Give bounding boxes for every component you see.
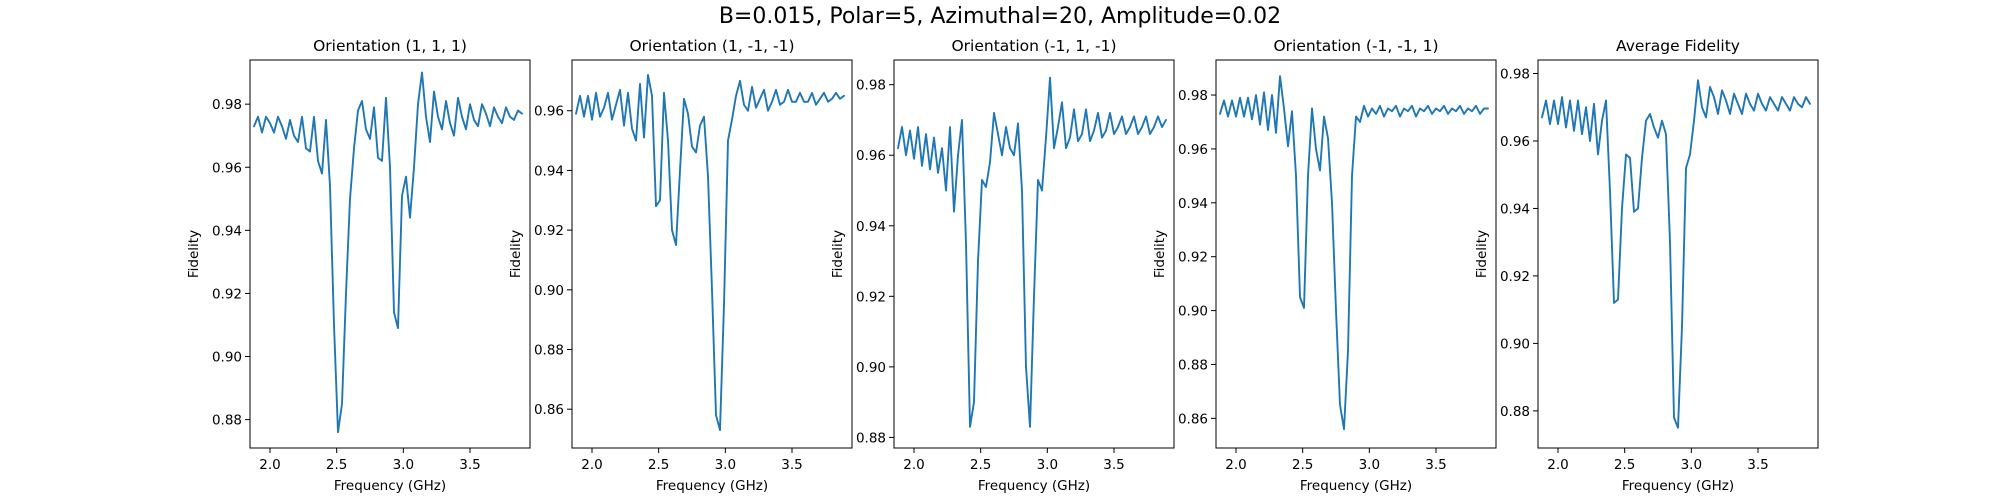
x-axis-label: Frequency (GHz) (1300, 478, 1412, 494)
x-tick-label: 2.5 (326, 457, 347, 473)
y-axis-label: Fidelity (1152, 230, 1168, 278)
y-tick-label: 0.92 (1500, 269, 1530, 285)
x-tick-label: 2.0 (1225, 457, 1246, 473)
subplot-3: 2.0 2.5 3.0 3.5 0.88 0.90 0.92 0.94 0.96 0.98 Orie… (830, 37, 1175, 494)
y-tick-label: 0.94 (1178, 196, 1208, 212)
y-axis-label: Fidelity (508, 230, 524, 278)
series-line (1541, 79, 1811, 429)
x-tick-label: 2.5 (648, 457, 669, 473)
x-tick-label: 2.5 (970, 457, 991, 473)
x-axis-label: Frequency (GHz) (656, 478, 768, 494)
x-tick-label: 2.5 (1292, 457, 1313, 473)
y-tick-label: 0.92 (1178, 250, 1208, 266)
x-tick-label: 3.0 (1037, 457, 1058, 473)
axes-frame (1215, 59, 1497, 449)
y-tick-label: 0.88 (534, 343, 564, 359)
x-tick-label: 3.5 (1425, 457, 1446, 473)
series-line (575, 73, 845, 432)
y-tick-label: 0.86 (534, 402, 564, 418)
x-tick-label: 3.5 (781, 457, 802, 473)
axes-frame (571, 59, 853, 449)
y-tick-label: 0.96 (856, 148, 886, 164)
x-tick-label: 3.0 (1359, 457, 1380, 473)
x-axis-label: Frequency (GHz) (978, 478, 1090, 494)
subplot-title: Orientation (-1, 1, -1) (951, 37, 1116, 55)
y-tick-label: 0.90 (534, 283, 564, 299)
subplot-title: Orientation (1, 1, 1) (313, 37, 467, 55)
subplot-title: Average Fidelity (1616, 37, 1740, 55)
series-line (253, 71, 523, 434)
subplot-title: Orientation (-1, -1, 1) (1273, 37, 1438, 55)
y-axis-label: Fidelity (830, 230, 846, 278)
y-tick-label: 0.86 (1178, 411, 1208, 427)
series-line (897, 76, 1167, 428)
y-tick-label: 0.96 (1500, 134, 1530, 150)
x-tick-label: 3.0 (715, 457, 736, 473)
y-tick-label: 0.96 (212, 160, 242, 176)
x-tick-label: 2.0 (903, 457, 924, 473)
y-tick-label: 0.88 (856, 430, 886, 446)
x-tick-label: 3.5 (1103, 457, 1124, 473)
y-tick-label: 0.98 (1178, 88, 1208, 104)
y-tick-label: 0.92 (856, 289, 886, 305)
axes-frame (249, 59, 531, 449)
figure-suptitle: B=0.015, Polar=5, Azimuthal=20, Amplitud… (718, 4, 1282, 29)
y-tick-label: 0.98 (212, 97, 242, 113)
y-tick-label: 0.90 (1500, 336, 1530, 352)
x-tick-label: 3.5 (459, 457, 480, 473)
y-tick-label: 0.90 (856, 360, 886, 376)
y-tick-label: 0.88 (212, 413, 242, 429)
subplot-title: Orientation (1, -1, -1) (629, 37, 794, 55)
y-tick-label: 0.90 (212, 350, 242, 366)
x-tick-label: 3.5 (1747, 457, 1768, 473)
y-tick-label: 0.90 (1178, 304, 1208, 320)
y-tick-label: 0.88 (1500, 404, 1530, 420)
axes-frame (1537, 59, 1819, 449)
axes-frame (893, 59, 1175, 449)
x-tick-label: 3.0 (1681, 457, 1702, 473)
x-tick-label: 3.0 (393, 457, 414, 473)
y-tick-label: 0.92 (212, 286, 242, 302)
x-tick-label: 2.5 (1614, 457, 1635, 473)
subplot-5: 2.0 2.5 3.0 3.5 0.88 0.90 0.92 0.94 0.96 0.98 Aver… (1474, 37, 1819, 494)
y-tick-label: 0.94 (856, 219, 886, 235)
y-tick-label: 0.96 (1178, 142, 1208, 158)
subplot-2: 2.0 2.5 3.0 3.5 0.86 0.88 0.90 0.92 0.94 0.96 Orie… (508, 37, 853, 494)
y-tick-label: 0.98 (1500, 66, 1530, 82)
y-tick-label: 0.94 (212, 223, 242, 239)
x-tick-label: 2.0 (259, 457, 280, 473)
y-axis-label: Fidelity (1474, 230, 1490, 278)
series-line (1219, 75, 1489, 431)
y-axis-label: Fidelity (186, 230, 202, 278)
subplot-4: 2.0 2.5 3.0 3.5 0.86 0.88 0.90 0.92 0.94 0.96 0.98… (1152, 37, 1497, 494)
y-tick-label: 0.98 (856, 78, 886, 94)
y-tick-label: 0.88 (1178, 357, 1208, 373)
y-tick-label: 0.96 (534, 104, 564, 120)
x-axis-label: Frequency (GHz) (1622, 478, 1734, 494)
x-axis-label: Frequency (GHz) (334, 478, 446, 494)
x-tick-label: 2.0 (581, 457, 602, 473)
y-tick-label: 0.94 (1500, 201, 1530, 217)
y-tick-label: 0.94 (534, 163, 564, 179)
y-tick-label: 0.92 (534, 223, 564, 239)
subplot-1: 2.0 2.5 3.0 3.5 0.88 0.90 0.92 0.94 0.96 0.98 Orie… (186, 37, 531, 494)
x-tick-label: 2.0 (1547, 457, 1568, 473)
